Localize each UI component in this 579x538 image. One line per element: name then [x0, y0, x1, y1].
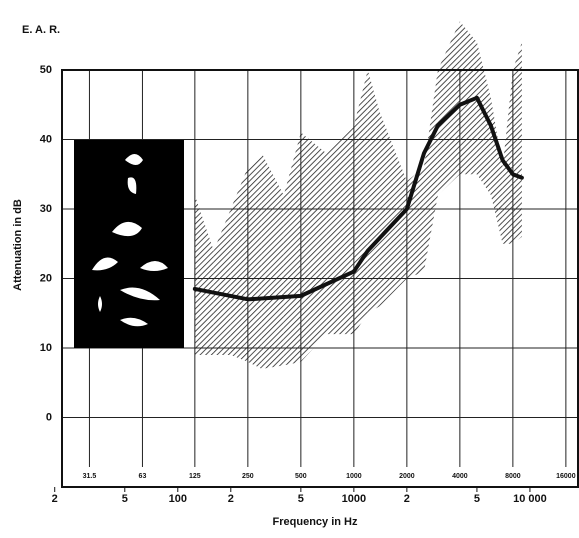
- ear-illustration: [74, 140, 184, 348]
- plot-frame: [61, 69, 579, 488]
- x-tick-label: 5: [298, 493, 304, 505]
- range-band: [247, 153, 262, 369]
- y-axis-label: Attenuation in dB: [12, 199, 24, 291]
- band-tick-label: 500: [295, 473, 307, 480]
- x-axis-label: Frequency in Hz: [273, 516, 358, 528]
- x-tick-label: 10 000: [513, 493, 547, 505]
- band-tick-label: 8000: [505, 473, 521, 480]
- y-tick-label: 40: [40, 133, 52, 145]
- x-tick-label: 5: [474, 493, 480, 505]
- y-tick-label: 50: [40, 64, 52, 76]
- range-band: [261, 153, 284, 369]
- y-tick-label: 20: [40, 272, 52, 284]
- chart-title: E. A. R.: [22, 24, 60, 36]
- band-tick-label: 31.5: [83, 473, 97, 480]
- range-band: [423, 70, 438, 272]
- x-tick-label: 5: [122, 493, 128, 505]
- x-tick-label: 100: [169, 493, 187, 505]
- band-tick-label: 1000: [346, 473, 362, 480]
- range-band: [230, 167, 248, 362]
- y-tick-label: 30: [40, 203, 52, 215]
- range-band: [437, 21, 460, 196]
- x-tick-label: 2: [52, 493, 58, 505]
- range-band: [502, 70, 513, 244]
- range-band: [353, 70, 368, 335]
- y-tick-label: 0: [46, 411, 52, 423]
- y-tick-label: 10: [40, 342, 52, 354]
- band-tick-label: 250: [242, 473, 254, 480]
- range-band: [379, 111, 407, 307]
- x-tick-label: 1000: [342, 493, 366, 505]
- band-tick-label: 63: [139, 473, 147, 480]
- band-tick-label: 125: [189, 473, 201, 480]
- band-tick-label: 16000: [556, 473, 576, 480]
- x-tick-label: 2: [228, 493, 234, 505]
- band-tick-label: 2000: [399, 473, 415, 480]
- range-band: [326, 125, 354, 335]
- data-line: [192, 95, 524, 302]
- x-tick-label: 2: [404, 493, 410, 505]
- range-band: [213, 209, 231, 355]
- range-band: [194, 195, 214, 355]
- range-band: [300, 132, 327, 362]
- range-band: [459, 21, 477, 175]
- range-band: [283, 132, 301, 366]
- range-band: [490, 97, 503, 244]
- range-band: [512, 42, 522, 244]
- range-band: [476, 42, 491, 196]
- range-band: [367, 70, 380, 314]
- band-tick-label: 4000: [452, 473, 468, 480]
